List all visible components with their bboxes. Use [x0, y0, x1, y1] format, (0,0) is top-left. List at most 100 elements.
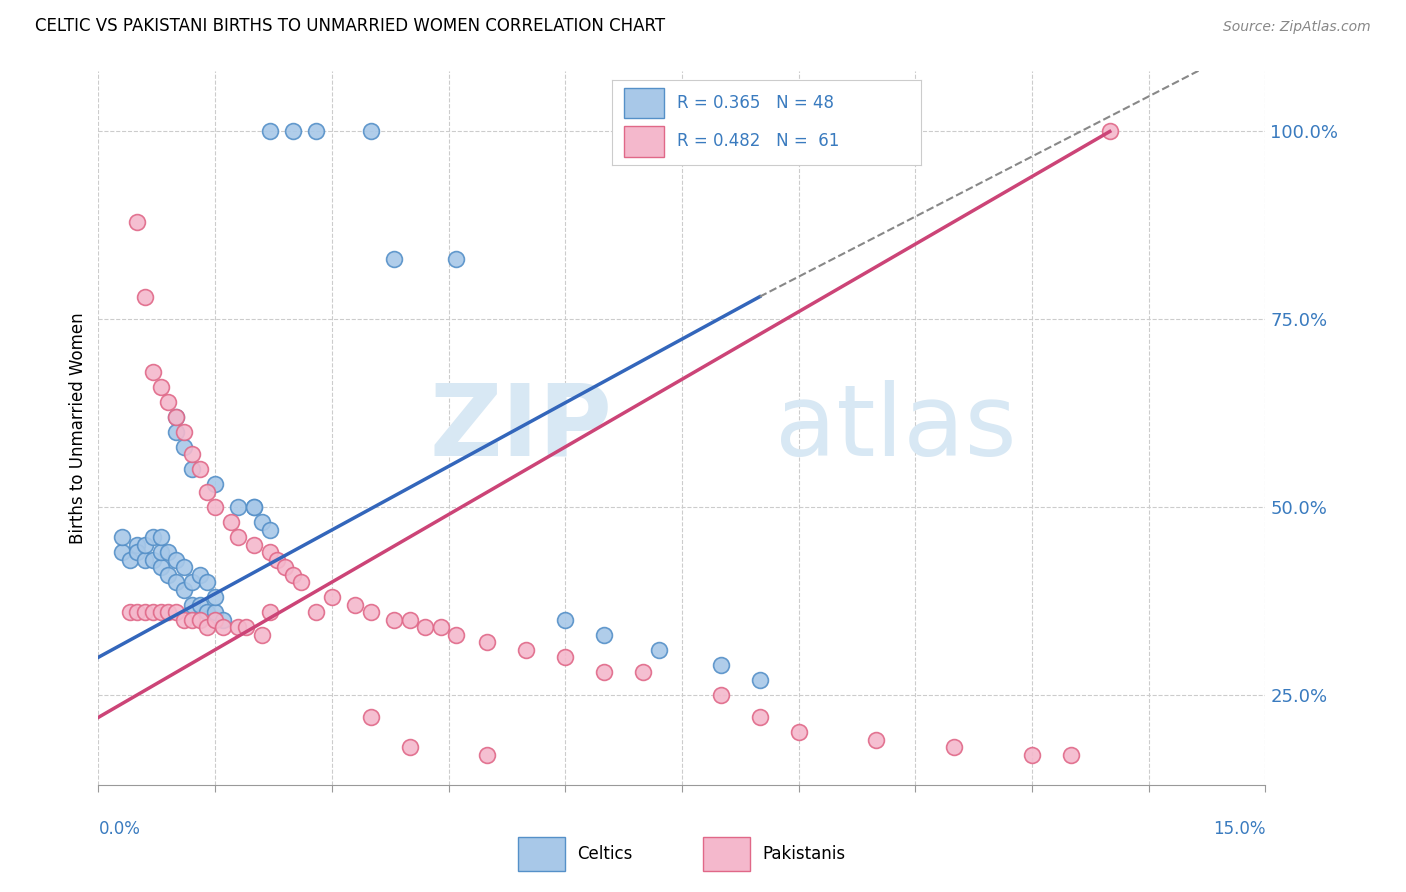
Point — [413, 620, 436, 634]
Point — [173, 613, 195, 627]
Point — [290, 575, 312, 590]
Point — [134, 552, 156, 566]
Point — [943, 740, 966, 755]
Point — [204, 613, 226, 627]
Point — [180, 598, 202, 612]
Point — [305, 124, 328, 138]
Point — [228, 500, 250, 514]
Point — [259, 523, 281, 537]
Point — [180, 613, 202, 627]
Point — [382, 613, 405, 627]
Point — [165, 409, 187, 424]
Point — [360, 605, 382, 619]
Point — [787, 725, 810, 739]
Point — [157, 395, 180, 409]
FancyBboxPatch shape — [624, 88, 664, 119]
Point — [212, 613, 235, 627]
Point — [149, 380, 172, 394]
Point — [593, 628, 616, 642]
Point — [173, 560, 195, 574]
Point — [149, 605, 172, 619]
Point — [212, 620, 235, 634]
Text: 0.0%: 0.0% — [98, 820, 141, 838]
Point — [710, 688, 733, 702]
Point — [134, 605, 156, 619]
Point — [142, 552, 165, 566]
Point — [360, 710, 382, 724]
Point — [515, 642, 537, 657]
Text: atlas: atlas — [775, 380, 1017, 476]
Point — [118, 605, 141, 619]
Point — [157, 567, 180, 582]
Y-axis label: Births to Unmarried Women: Births to Unmarried Women — [69, 312, 87, 544]
Point — [149, 530, 172, 544]
Point — [195, 620, 218, 634]
Point — [188, 598, 211, 612]
Point — [554, 613, 576, 627]
Point — [165, 425, 187, 439]
Point — [165, 605, 187, 619]
Point — [477, 635, 499, 649]
Point — [118, 552, 141, 566]
Text: Source: ZipAtlas.com: Source: ZipAtlas.com — [1223, 21, 1371, 34]
Point — [235, 620, 257, 634]
Point — [250, 628, 273, 642]
Point — [180, 447, 202, 461]
Point — [142, 605, 165, 619]
Point — [631, 665, 654, 680]
Point — [165, 575, 187, 590]
Point — [748, 710, 770, 724]
Point — [127, 538, 149, 552]
Point — [204, 500, 226, 514]
Point — [195, 485, 218, 500]
Point — [111, 530, 134, 544]
Text: 15.0%: 15.0% — [1213, 820, 1265, 838]
Point — [111, 545, 134, 559]
Point — [127, 545, 149, 559]
Point — [477, 747, 499, 762]
Point — [748, 673, 770, 687]
Point — [259, 605, 281, 619]
Point — [1021, 747, 1043, 762]
Point — [243, 500, 266, 514]
Point — [344, 598, 367, 612]
FancyBboxPatch shape — [624, 126, 664, 157]
Point — [382, 252, 405, 267]
Point — [149, 560, 172, 574]
Point — [219, 515, 242, 529]
Text: CELTIC VS PAKISTANI BIRTHS TO UNMARRIED WOMEN CORRELATION CHART: CELTIC VS PAKISTANI BIRTHS TO UNMARRIED … — [35, 17, 665, 35]
Point — [321, 590, 343, 604]
Point — [228, 620, 250, 634]
Point — [281, 567, 304, 582]
Point — [259, 124, 281, 138]
Point — [204, 605, 226, 619]
Point — [180, 575, 202, 590]
Point — [127, 214, 149, 228]
Point — [554, 650, 576, 665]
Point — [360, 124, 382, 138]
Point — [157, 545, 180, 559]
Point — [647, 642, 669, 657]
Point — [195, 575, 218, 590]
Text: Celtics: Celtics — [576, 845, 633, 863]
Point — [165, 552, 187, 566]
Point — [281, 124, 304, 138]
Point — [398, 740, 420, 755]
Text: Pakistanis: Pakistanis — [762, 845, 845, 863]
Point — [127, 605, 149, 619]
Point — [593, 665, 616, 680]
Text: R = 0.365   N = 48: R = 0.365 N = 48 — [676, 95, 834, 112]
Point — [142, 365, 165, 379]
Point — [157, 605, 180, 619]
Point — [865, 732, 887, 747]
Point — [305, 605, 328, 619]
Point — [446, 628, 468, 642]
Point — [429, 620, 451, 634]
Point — [250, 515, 273, 529]
Point — [188, 613, 211, 627]
Text: R = 0.482   N =  61: R = 0.482 N = 61 — [676, 132, 839, 150]
Point — [1060, 747, 1083, 762]
Point — [134, 290, 156, 304]
Point — [446, 252, 468, 267]
Point — [259, 545, 281, 559]
